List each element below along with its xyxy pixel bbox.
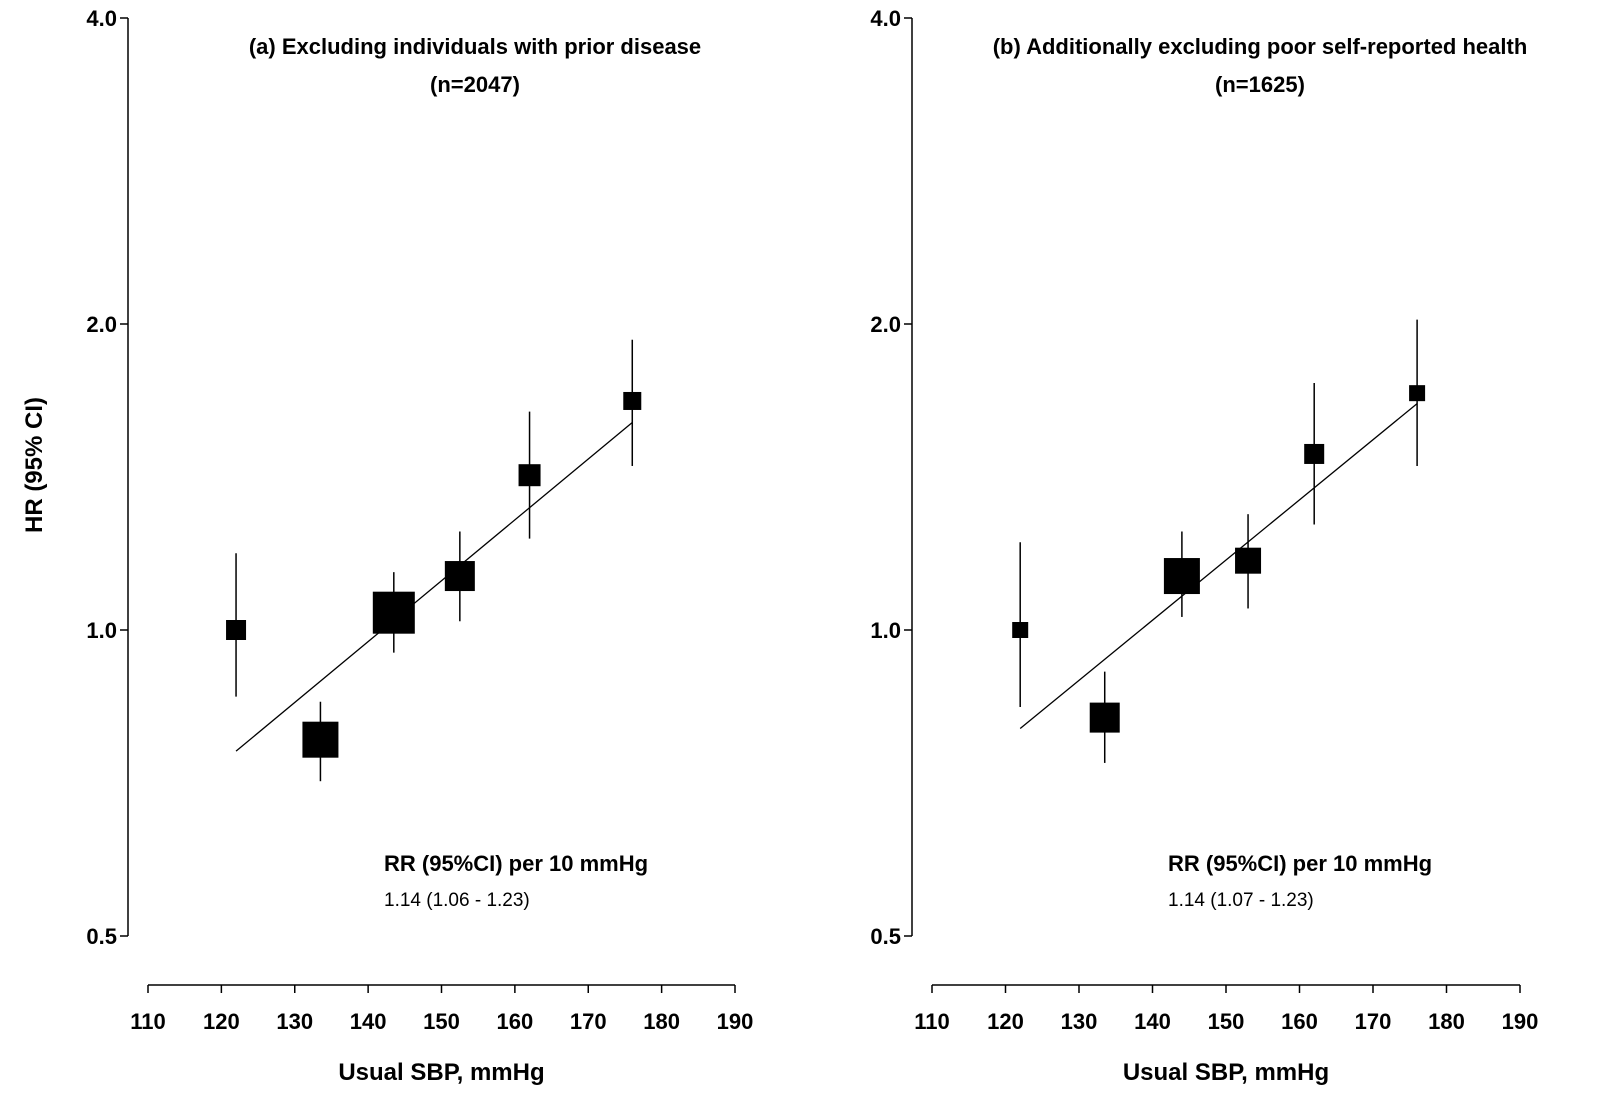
data-point (1235, 547, 1262, 574)
rr-label: RR (95%CI) per 10 mmHg (384, 851, 648, 876)
data-point (1012, 622, 1029, 638)
panel-b: 0.5 1.0 2.0 4.0 110 120 130 140 150 160 170 180 190 U… (870, 6, 1538, 1086)
x-tick-label: 170 (570, 1009, 607, 1034)
x-tick-label: 130 (1061, 1009, 1098, 1034)
panel-subtitle: (n=1625) (1215, 72, 1305, 97)
x-tick-label: 160 (1281, 1009, 1318, 1034)
y-tick-label: 1.0 (86, 618, 117, 643)
data-point (1409, 385, 1426, 402)
y-tick-label: 4.0 (86, 6, 117, 31)
panel-a: 0.5 1.0 2.0 4.0 110 120 130 140 150 160 170 180 190 U… (86, 6, 753, 1086)
panel-title: (a) Excluding individuals with prior dis… (249, 34, 701, 59)
regression-line (1019, 403, 1418, 730)
y-tick-label: 4.0 (870, 6, 901, 31)
rr-value: 1.14 (1.07 - 1.23) (1168, 890, 1314, 911)
y-tick-label: 1.0 (870, 618, 901, 643)
data-point (1089, 702, 1120, 733)
x-tick-label: 150 (423, 1009, 460, 1034)
x-tick-label: 190 (717, 1009, 754, 1034)
rr-label: RR (95%CI) per 10 mmHg (1168, 851, 1432, 876)
data-point (444, 561, 475, 592)
x-tick-label: 110 (914, 1009, 950, 1034)
y-tick-label: 2.0 (86, 312, 117, 337)
x-axis-title: Usual SBP, mmHg (1123, 1059, 1329, 1086)
y-tick-label: 0.5 (870, 924, 901, 949)
data-point (623, 391, 642, 410)
y-tick-label: 0.5 (86, 924, 117, 949)
x-tick-label: 180 (1428, 1009, 1465, 1034)
panel-subtitle: (n=2047) (430, 72, 520, 97)
x-tick-label: 120 (987, 1009, 1024, 1034)
panel-title: (b) Additionally excluding poor self-rep… (993, 34, 1528, 59)
data-point (226, 620, 247, 640)
data-point (372, 591, 415, 634)
x-tick-label: 140 (350, 1009, 387, 1034)
rr-value: 1.14 (1.06 - 1.23) (384, 890, 530, 911)
data-point (518, 464, 541, 487)
y-axis-title: HR (95% CI) (21, 397, 48, 533)
x-tick-label: 180 (643, 1009, 680, 1034)
x-tick-label: 130 (276, 1009, 313, 1034)
x-tick-label: 160 (497, 1009, 534, 1034)
data-point (1163, 558, 1200, 595)
y-tick-label: 2.0 (870, 312, 901, 337)
x-axis-title: Usual SBP, mmHg (338, 1059, 544, 1086)
x-tick-label: 140 (1134, 1009, 1171, 1034)
x-tick-label: 170 (1355, 1009, 1392, 1034)
x-tick-label: 150 (1208, 1009, 1245, 1034)
data-point (302, 721, 339, 758)
regression-line (235, 422, 633, 752)
data-point (1304, 443, 1325, 464)
x-tick-label: 190 (1502, 1009, 1539, 1034)
x-tick-label: 110 (130, 1009, 166, 1034)
x-tick-label: 120 (203, 1009, 240, 1034)
